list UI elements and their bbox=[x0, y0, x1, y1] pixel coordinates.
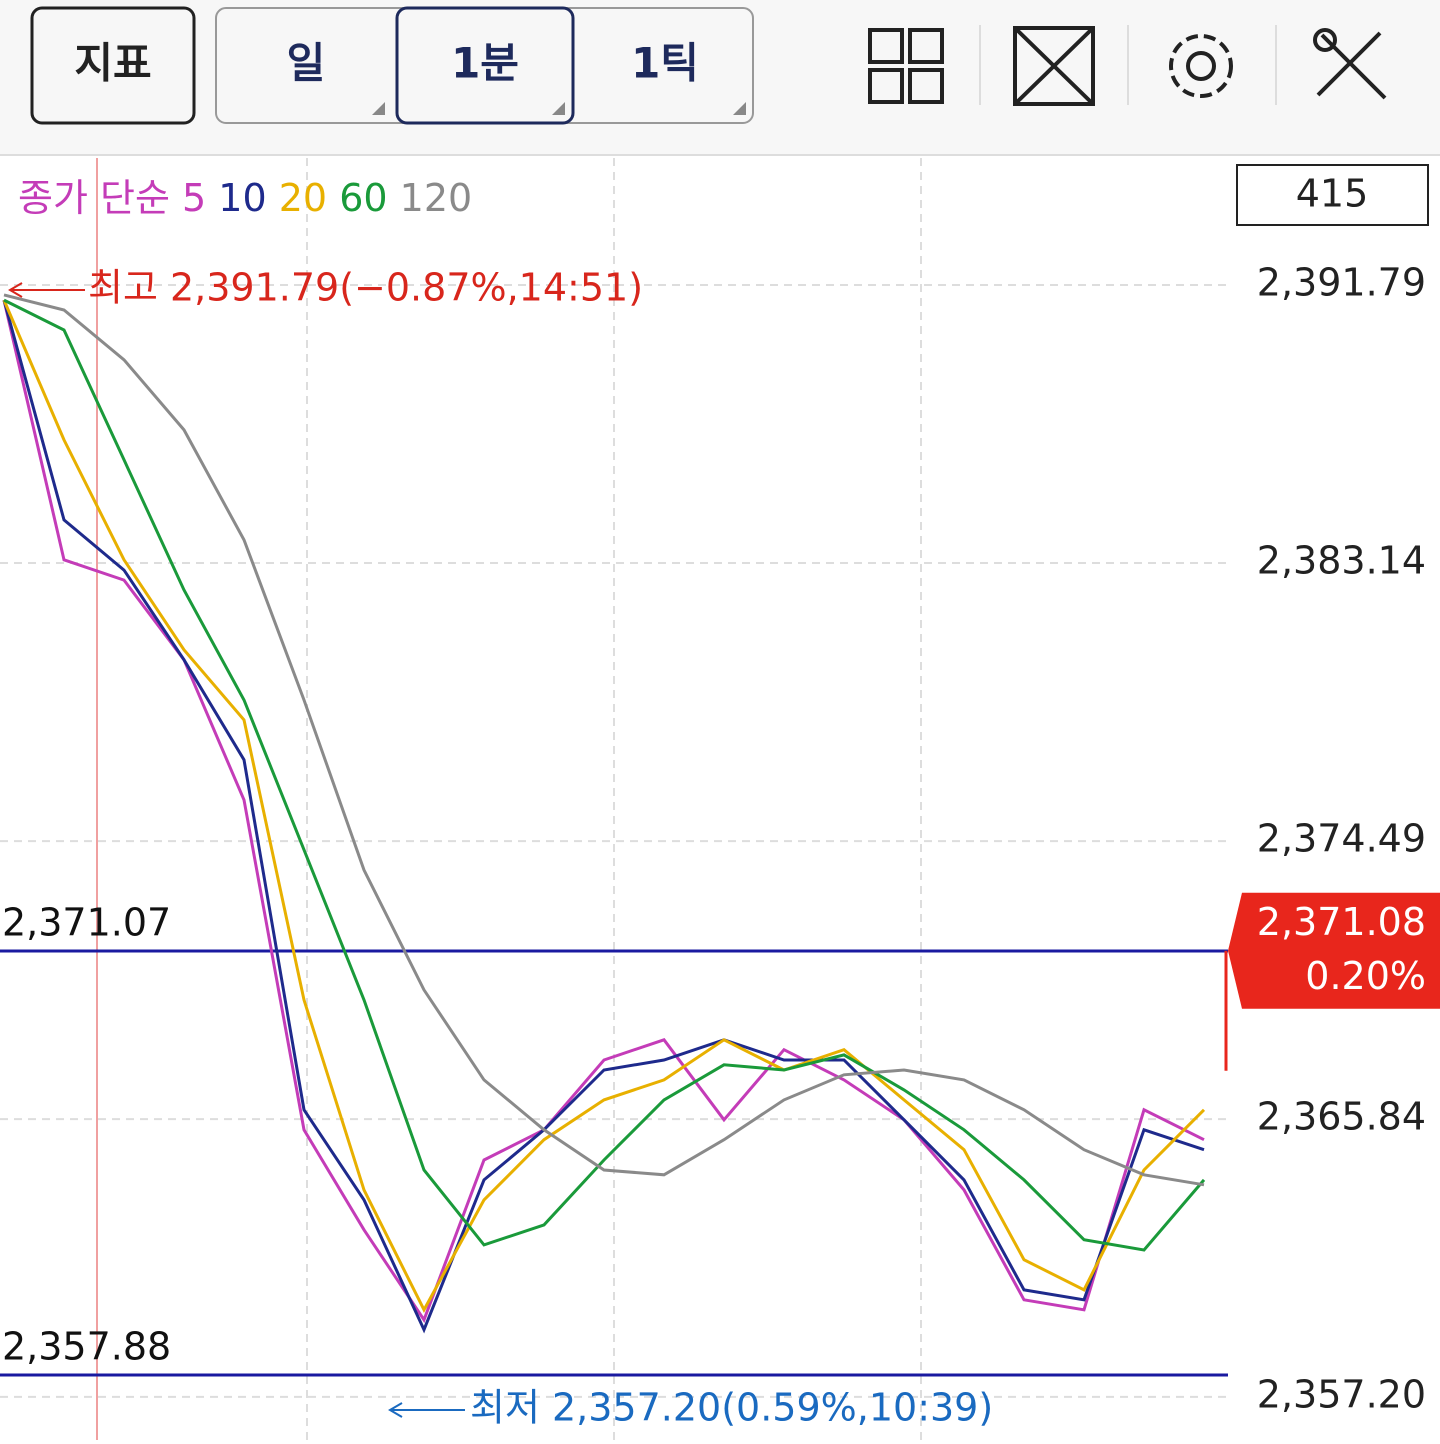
high-label: 최고 2,391.79(−0.87%,14:51) bbox=[88, 266, 643, 310]
low-label: 최저 2,357.20(0.59%,10:39) bbox=[470, 1386, 993, 1430]
legend-entry: 20 bbox=[279, 176, 327, 220]
settings-icon[interactable] bbox=[1169, 34, 1233, 98]
y-tick-label: 2,391.79 bbox=[1257, 260, 1426, 304]
plot bbox=[0, 283, 1228, 1398]
fullscreen-icon[interactable] bbox=[1013, 26, 1095, 106]
button-label: 일 bbox=[287, 39, 326, 88]
tools-icon[interactable] bbox=[1313, 28, 1387, 100]
count-label: 415 bbox=[1296, 172, 1369, 216]
legend-entry: 5 bbox=[182, 176, 206, 220]
vertical-grid bbox=[306, 158, 922, 1440]
ma-line bbox=[3, 298, 1206, 1252]
y-tick-label: 2,374.49 bbox=[1257, 817, 1426, 861]
current-tag bbox=[1228, 892, 1440, 1009]
button-label: 지표 bbox=[74, 39, 151, 88]
button-label: 1분 bbox=[451, 39, 519, 88]
legend-entry: 120 bbox=[400, 176, 473, 220]
current-price: 2,371.08 bbox=[1257, 900, 1426, 944]
dropdown-corners bbox=[372, 102, 746, 115]
ma-line bbox=[3, 293, 1205, 1187]
legend-entry: 60 bbox=[339, 176, 387, 220]
ma-line bbox=[2, 299, 1205, 1324]
selected-period-button[interactable] bbox=[395, 6, 575, 125]
y-tick-label: 2,365.84 bbox=[1257, 1095, 1426, 1139]
y-tick-label: 2,383.14 bbox=[1257, 539, 1426, 583]
high-arrow bbox=[8, 282, 85, 298]
current-change: 0.20% bbox=[1305, 954, 1426, 998]
ma-line bbox=[2, 299, 1206, 1314]
legend-entry: 종가 단순 bbox=[18, 176, 170, 220]
count-box bbox=[1236, 164, 1429, 226]
indicator-button[interactable] bbox=[30, 6, 196, 125]
layout-icon[interactable] bbox=[868, 28, 944, 104]
legend-entry: 10 bbox=[218, 176, 266, 220]
y-tick-label: 2,357.20 bbox=[1257, 1372, 1426, 1416]
low-arrow bbox=[388, 1402, 465, 1418]
button-label: 1틱 bbox=[631, 39, 699, 88]
legend: 종가 단순 5 10 20 60 120 bbox=[18, 176, 472, 220]
ma-line bbox=[2, 299, 1205, 1334]
reference-label: 2,371.07 bbox=[2, 901, 171, 945]
reference-label: 2,357.88 bbox=[2, 1325, 171, 1369]
